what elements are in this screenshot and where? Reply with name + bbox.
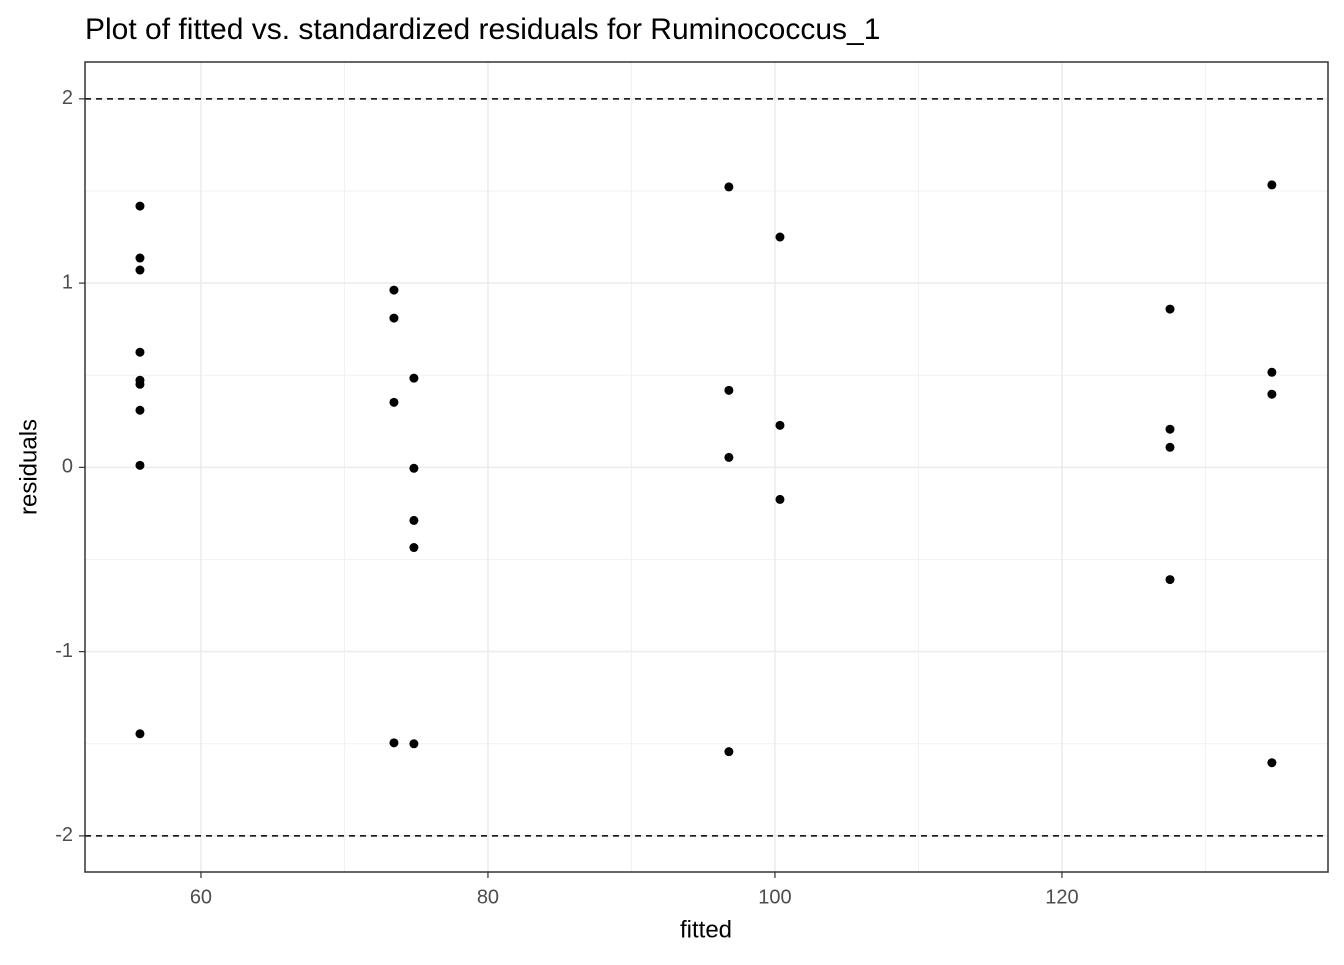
point xyxy=(1165,575,1175,585)
point xyxy=(135,347,145,357)
point xyxy=(775,232,785,242)
point xyxy=(1165,304,1175,314)
point xyxy=(389,738,399,748)
y-tick-label: -2 xyxy=(55,824,73,846)
point xyxy=(135,201,145,211)
panel-border xyxy=(84,61,1329,873)
point xyxy=(135,729,145,739)
point xyxy=(135,265,145,275)
point xyxy=(775,494,785,504)
point xyxy=(1267,367,1277,377)
point xyxy=(724,182,734,192)
x-tick-label: 80 xyxy=(477,886,499,908)
point xyxy=(1267,180,1277,190)
point xyxy=(389,397,399,407)
point xyxy=(409,373,419,383)
point xyxy=(389,313,399,323)
y-tick-label: 0 xyxy=(62,456,73,478)
point xyxy=(409,739,419,749)
point xyxy=(724,452,734,462)
point xyxy=(135,405,145,415)
x-tick-label: 60 xyxy=(190,886,212,908)
point xyxy=(135,379,145,389)
x-tick-label: 100 xyxy=(758,886,791,908)
point xyxy=(409,543,419,553)
y-tick-label: 1 xyxy=(62,271,73,293)
point xyxy=(409,463,419,473)
y-axis-title: residuals xyxy=(15,419,42,515)
y-tick-label: 2 xyxy=(62,87,73,109)
point xyxy=(1267,758,1277,768)
point xyxy=(409,515,419,525)
point xyxy=(724,747,734,757)
point xyxy=(724,385,734,395)
point xyxy=(1165,424,1175,434)
y-tick-label: -1 xyxy=(55,640,73,662)
x-tick-label: 120 xyxy=(1045,886,1078,908)
point xyxy=(135,460,145,470)
x-axis-title: fitted xyxy=(680,916,732,943)
point xyxy=(135,253,145,263)
point xyxy=(389,285,399,295)
point xyxy=(775,420,785,430)
chart-title: Plot of fitted vs. standardized residual… xyxy=(85,13,880,46)
point xyxy=(1165,442,1175,452)
point xyxy=(1267,389,1277,399)
